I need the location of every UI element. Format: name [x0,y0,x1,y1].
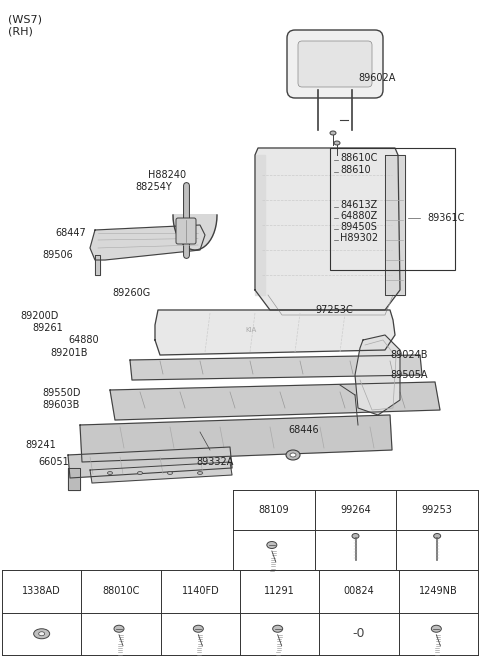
Polygon shape [173,215,217,250]
Text: 89241: 89241 [25,440,56,450]
Text: 68446: 68446 [288,425,319,435]
Ellipse shape [197,472,203,474]
Polygon shape [95,255,100,275]
Text: 88254Y: 88254Y [135,182,172,192]
Polygon shape [355,335,400,415]
Text: 89505A: 89505A [390,370,428,380]
Polygon shape [130,355,422,380]
Ellipse shape [108,472,112,474]
Text: 89201B: 89201B [50,348,87,358]
Text: -0: -0 [353,627,365,640]
Ellipse shape [267,541,277,548]
Polygon shape [90,225,205,260]
Text: 89450S: 89450S [340,222,377,232]
Ellipse shape [352,533,359,539]
Polygon shape [255,148,400,310]
Ellipse shape [334,141,340,145]
Text: 64880Z: 64880Z [340,211,377,221]
Text: 11291: 11291 [264,586,295,596]
Text: 1140FD: 1140FD [181,586,219,596]
Ellipse shape [168,472,172,474]
Text: 99264: 99264 [340,505,371,515]
Ellipse shape [330,131,336,135]
Ellipse shape [273,625,283,632]
Ellipse shape [432,625,441,632]
Text: 89603B: 89603B [42,400,79,410]
Text: 89332A: 89332A [196,457,233,467]
Text: 88010C: 88010C [102,586,140,596]
Text: 89361C: 89361C [427,213,464,223]
Text: 88610C: 88610C [340,153,377,163]
Text: (RH): (RH) [8,26,33,36]
Text: 99253: 99253 [422,505,453,515]
Text: 89200D: 89200D [20,311,59,321]
Ellipse shape [34,628,49,639]
Polygon shape [110,382,440,420]
Polygon shape [385,155,405,295]
Polygon shape [155,310,395,355]
Ellipse shape [286,450,300,460]
Text: 89260G: 89260G [112,288,150,298]
Ellipse shape [137,472,143,474]
Ellipse shape [433,533,441,539]
Text: 68447: 68447 [55,228,86,238]
Text: (WS7): (WS7) [8,14,42,24]
FancyBboxPatch shape [287,30,383,98]
Ellipse shape [290,453,296,457]
Text: 97253C: 97253C [315,305,353,315]
Text: 89602A: 89602A [358,73,396,83]
Text: 89261: 89261 [32,323,63,333]
Text: KIA: KIA [245,327,256,333]
Polygon shape [255,155,265,295]
Text: H89302: H89302 [340,233,378,243]
Text: 88109: 88109 [259,505,289,515]
FancyBboxPatch shape [298,41,372,87]
Text: 1249NB: 1249NB [419,586,458,596]
Text: 1338AD: 1338AD [22,586,61,596]
Polygon shape [68,468,80,490]
Polygon shape [90,462,232,483]
FancyBboxPatch shape [176,218,196,244]
Text: 88610: 88610 [340,165,371,175]
Text: 84613Z: 84613Z [340,200,377,210]
Polygon shape [80,415,392,462]
Ellipse shape [193,625,204,632]
Text: 00824: 00824 [344,586,374,596]
Text: 89506: 89506 [42,250,73,260]
Ellipse shape [114,625,124,632]
Text: H88240: H88240 [148,170,186,180]
Bar [330,148,455,270]
Text: 66051: 66051 [38,457,69,467]
Text: 89550D: 89550D [42,388,81,398]
Text: 89024B: 89024B [390,350,428,360]
Polygon shape [68,447,232,478]
Text: 64880: 64880 [68,335,98,345]
Ellipse shape [39,632,45,636]
